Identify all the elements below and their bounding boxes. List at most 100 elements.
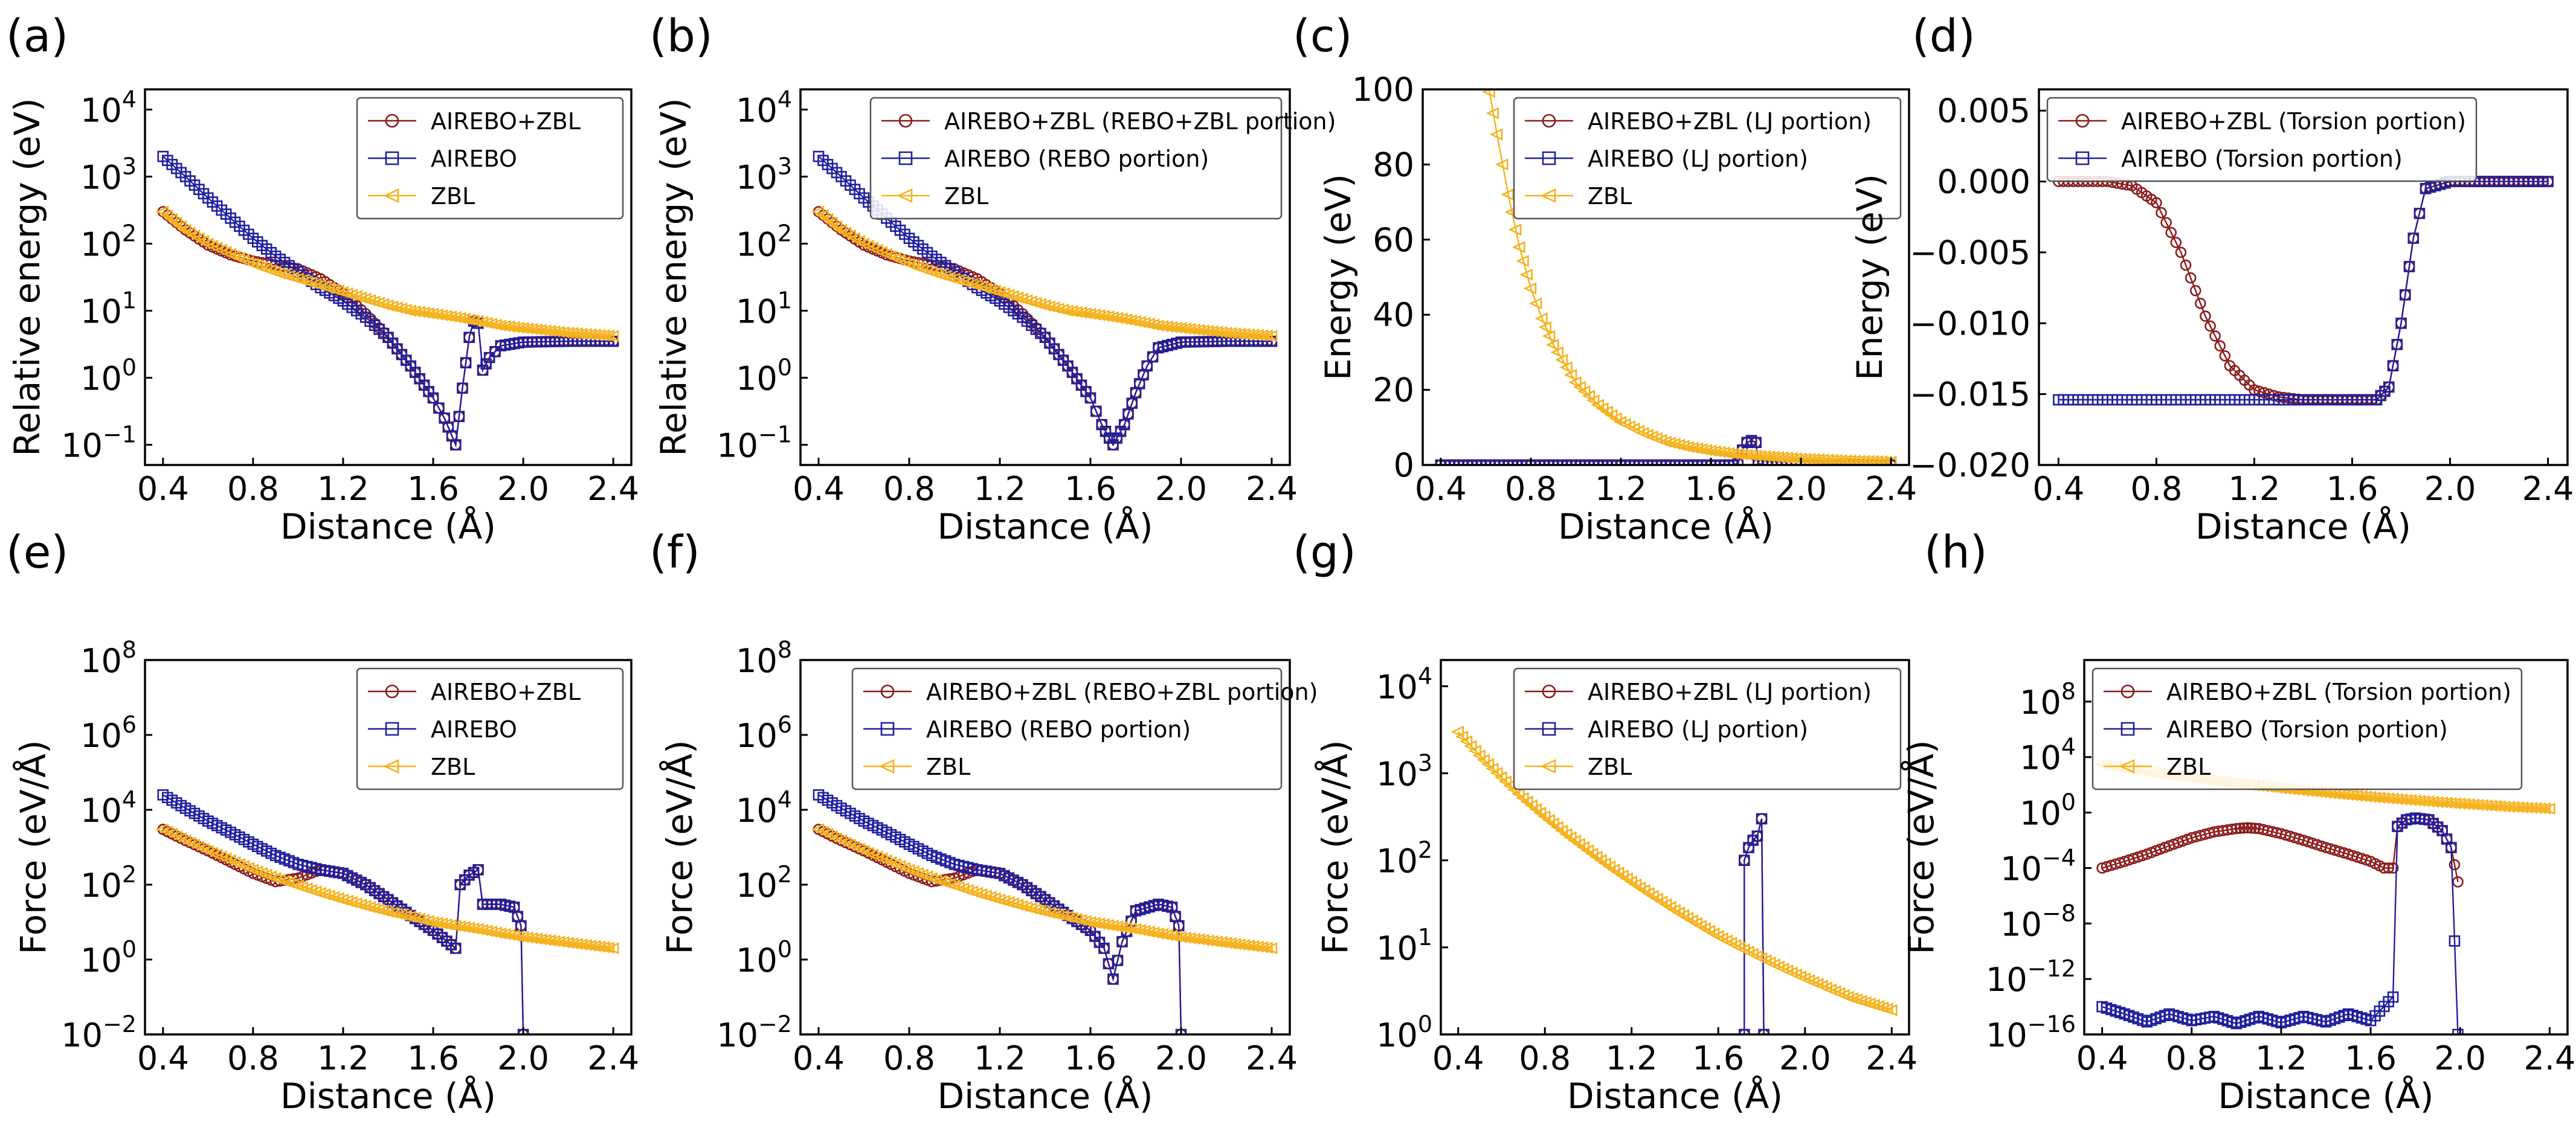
x-axis-label: Distance (Å) <box>280 505 496 547</box>
data-point <box>454 879 466 891</box>
x-tick-label: 2.4 <box>1865 470 1917 508</box>
data-point <box>1057 354 1069 366</box>
data-point <box>466 314 480 327</box>
panel-label: (g) <box>1293 527 1356 579</box>
data-point <box>1264 942 1278 955</box>
data-point <box>390 907 403 920</box>
data-point <box>484 925 498 938</box>
series-line <box>818 829 1272 949</box>
legend-box <box>356 667 624 790</box>
data-point <box>475 923 489 937</box>
legend-item: AIREBO (Torsion portion) <box>2058 146 2403 172</box>
data-point <box>2120 722 2135 736</box>
data-point <box>2185 272 2197 284</box>
series-airebo <box>157 789 529 1034</box>
data-point <box>1563 368 1577 381</box>
panel-label: (a) <box>6 10 68 62</box>
data-point <box>607 335 619 347</box>
legend-box <box>851 667 1283 790</box>
series-line <box>2058 181 2548 401</box>
legend-item: AIREBO (REBO portion) <box>881 146 1209 172</box>
data-point <box>1119 313 1133 326</box>
x-tick-label: 1.6 <box>1692 1039 1744 1077</box>
x-tick-label: 1.6 <box>407 1039 459 1077</box>
y-tick-label: −0.020 <box>1910 446 2030 484</box>
axes-frame <box>2083 659 2569 1036</box>
data-point <box>2141 1016 2153 1028</box>
data-point <box>2249 822 2261 834</box>
data-point <box>1051 908 1064 921</box>
data-point <box>1489 128 1503 141</box>
data-point <box>159 209 173 222</box>
data-point <box>2401 814 2412 825</box>
data-point <box>1093 937 1106 948</box>
legend-item: AIREBO+ZBL <box>368 679 581 705</box>
data-point <box>390 301 403 314</box>
x-tick-label: 1.2 <box>317 470 369 508</box>
data-point <box>1075 379 1087 391</box>
data-point <box>173 220 187 232</box>
data-point <box>1074 914 1087 926</box>
panel-label: (d) <box>1912 10 1975 62</box>
data-point <box>1171 338 1182 349</box>
data-point <box>480 358 492 370</box>
data-point <box>155 205 169 218</box>
data-point <box>385 114 399 128</box>
data-point <box>1538 321 1552 333</box>
y-axis-label: Force (eV/Å) <box>1900 740 1942 954</box>
data-point <box>396 348 408 361</box>
data-point <box>1573 380 1586 393</box>
data-point <box>1750 437 1762 448</box>
series-zbl <box>811 205 1278 342</box>
axes-frame <box>144 88 633 466</box>
data-point <box>2151 197 2162 209</box>
axes-frame <box>1422 88 1910 466</box>
data-point <box>1153 342 1164 354</box>
data-point <box>1157 341 1169 353</box>
legend-label: ZBL <box>2166 754 2211 780</box>
data-point <box>1133 923 1146 937</box>
data-point <box>605 330 619 342</box>
data-point <box>1118 418 1130 431</box>
series-line <box>2058 181 2548 401</box>
data-point <box>2219 350 2231 362</box>
legend-item: AIREBO+ZBL (Torsion portion) <box>2058 108 2466 135</box>
legend-box <box>356 97 624 220</box>
legend-item: AIREBO (Torsion portion) <box>2104 716 2448 743</box>
x-tick-label: 0.4 <box>137 1039 189 1077</box>
data-point <box>878 758 895 774</box>
data-point <box>2242 822 2253 834</box>
data-point <box>1884 1004 1898 1016</box>
data-point <box>1146 926 1160 939</box>
data-point <box>1106 311 1119 324</box>
data-point <box>362 901 376 914</box>
data-point <box>1672 438 1686 451</box>
data-point <box>391 343 403 354</box>
y-tick-label: 101 <box>80 287 137 331</box>
data-point <box>1743 842 1754 853</box>
data-point <box>466 922 480 935</box>
data-point <box>423 386 434 397</box>
legend-box <box>869 97 1283 220</box>
data-point <box>489 926 502 939</box>
data-point <box>1667 437 1681 450</box>
legend-label: ZBL <box>431 183 475 210</box>
data-point <box>1758 1028 1769 1034</box>
data-point <box>898 114 913 128</box>
chart-panel-a: (a) 0.4 0.8 1.2 1.6 2.0 2.4 10−1 100 101 102 103 104… <box>6 10 639 547</box>
data-point <box>897 188 913 204</box>
data-point <box>1139 902 1151 914</box>
data-point <box>1089 931 1101 942</box>
legend-box <box>2046 97 2478 182</box>
data-point <box>898 151 913 165</box>
axes-frame <box>2038 88 2569 466</box>
data-point <box>1142 318 1155 330</box>
data-point <box>1064 911 1078 924</box>
data-point <box>399 909 412 922</box>
data-point <box>811 205 825 218</box>
data-point <box>2379 385 2391 397</box>
data-point <box>2378 1001 2390 1012</box>
data-point <box>2333 1011 2345 1023</box>
x-tick-label: 0.8 <box>227 1039 279 1077</box>
panel-label: (f) <box>649 527 700 579</box>
